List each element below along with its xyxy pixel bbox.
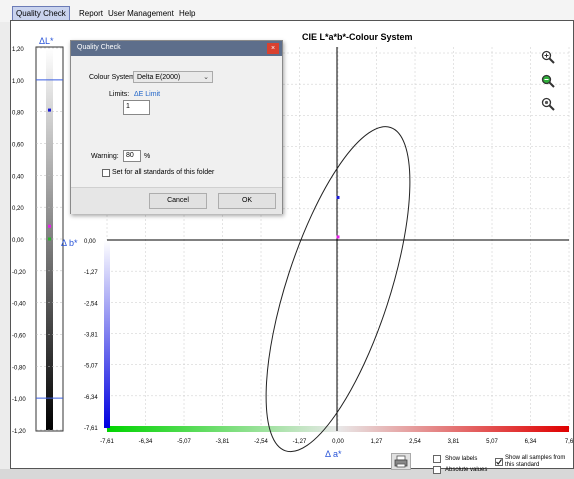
dl-tick-label: 0,40 xyxy=(12,174,24,180)
status-strip xyxy=(0,469,574,479)
set-all-standards-checkbox[interactable] xyxy=(102,169,110,177)
da-axis-label: Δ a* xyxy=(325,449,342,459)
dl-tick-label: 0,80 xyxy=(12,111,24,117)
menu-report[interactable]: Report xyxy=(79,9,104,18)
dl-tick-label: -0,60 xyxy=(12,334,26,340)
dl-tick-label: 0,20 xyxy=(12,206,24,212)
ab-x-tick-label: 2,54 xyxy=(409,439,421,445)
zoom-out-icon[interactable] xyxy=(541,74,555,88)
ab-x-tick-label: 3,81 xyxy=(448,439,460,445)
quality-check-dialog: Quality Check × Colour System Delta E(20… xyxy=(70,40,283,214)
dl-tick-label: -0,80 xyxy=(12,365,26,371)
menu-user-management[interactable]: User Management xyxy=(108,9,174,18)
show-labels-label: Show labels xyxy=(445,456,478,462)
cancel-button[interactable]: Cancel xyxy=(149,193,207,209)
show-labels-checkbox[interactable] xyxy=(433,455,441,463)
absolute-values-label: Absolute values xyxy=(445,467,488,473)
chevron-down-icon: ⌄ xyxy=(203,74,209,81)
a-axis-gradient xyxy=(107,426,569,432)
dl-tick-label: 1,00 xyxy=(12,79,24,85)
ab-y-tick-label: 0,00 xyxy=(84,239,96,245)
print-button[interactable] xyxy=(391,453,411,470)
show-all-samples-label: Show all samples from this standard xyxy=(505,455,566,468)
dialog-titlebar[interactable]: Quality Check × xyxy=(71,41,282,56)
dl-data-point xyxy=(48,224,51,228)
ab-y-tick-label: -7,61 xyxy=(84,426,98,432)
ab-y-tick-label: -3,81 xyxy=(84,333,98,339)
menu-help[interactable]: Help xyxy=(179,9,196,18)
set-all-standards-label: Set for all standards of this folder xyxy=(112,169,215,176)
menu-bar: Quality Check Report User Management Hel… xyxy=(0,0,574,22)
dl-tick-label: 0,00 xyxy=(12,238,24,244)
dl-tick-label: -1,20 xyxy=(12,429,26,435)
ab-x-tick-label: -3,81 xyxy=(216,439,230,445)
zoom-in-icon[interactable] xyxy=(541,50,555,64)
warning-value: 80 xyxy=(126,152,134,159)
ab-x-tick-label: -2,54 xyxy=(254,439,268,445)
warning-unit: % xyxy=(144,153,151,160)
limit-value: 1 xyxy=(126,103,130,110)
ab-x-tick-label: -1,27 xyxy=(293,439,307,445)
close-icon[interactable]: × xyxy=(267,43,279,54)
tolerance-ellipse xyxy=(265,126,411,453)
ab-x-tick-label: 6,34 xyxy=(525,439,537,445)
ab-data-point xyxy=(336,196,340,200)
print-icon xyxy=(394,455,408,468)
ab-y-tick-label: -2,54 xyxy=(84,301,98,307)
ab-data-point xyxy=(336,235,340,239)
dl-axis-label: ΔL* xyxy=(39,36,54,46)
ab-x-tick-label: -6,34 xyxy=(139,439,153,445)
absolute-values-checkbox[interactable] xyxy=(433,466,441,474)
limits-label: Limits: xyxy=(109,91,130,98)
dl-tick-label: -0,40 xyxy=(12,302,26,308)
ab-x-tick-label: -7,61 xyxy=(100,439,114,445)
ab-y-tick-label: -6,34 xyxy=(84,395,98,401)
show-all-samples-checkbox[interactable] xyxy=(495,458,503,466)
ab-x-tick-label: 7,6 xyxy=(565,439,574,445)
dl-tick-label: -1,00 xyxy=(12,397,26,403)
ab-x-tick-label: 5,07 xyxy=(486,439,498,445)
ok-button[interactable]: OK xyxy=(218,193,276,209)
zoom-reset-icon[interactable] xyxy=(541,97,555,111)
colour-system-value: Delta E(2000) xyxy=(137,74,181,81)
warning-label: Warning: xyxy=(91,153,119,160)
db-axis-label: Δ b* xyxy=(61,238,78,248)
ab-x-tick-label: -5,07 xyxy=(177,439,191,445)
ab-y-tick-label: -1,27 xyxy=(84,270,98,276)
dialog-footer: Cancel OK xyxy=(71,187,282,214)
ab-x-tick-label: 1,27 xyxy=(371,439,383,445)
dialog-title: Quality Check xyxy=(77,44,121,51)
delta-e-limit-link[interactable]: ΔE Limit xyxy=(134,91,161,98)
dl-data-point xyxy=(48,108,51,112)
ab-x-tick-label: 0,00 xyxy=(332,439,344,445)
main-chart-title: CIE L*a*b*-Colour System xyxy=(302,32,413,42)
colour-system-label: Colour System xyxy=(89,74,135,81)
dl-tick-label: 1,20 xyxy=(12,47,24,53)
dl-tick-label: 0,60 xyxy=(12,143,24,149)
warning-input[interactable]: 80 xyxy=(123,150,141,162)
checkmark-icon xyxy=(496,459,502,465)
limit-input[interactable]: 1 xyxy=(123,100,150,115)
b-axis-gradient xyxy=(104,240,110,428)
dl-tick-label: -0,20 xyxy=(12,270,26,276)
colour-system-select[interactable]: Delta E(2000) ⌄ xyxy=(133,71,213,83)
ab-y-tick-label: -5,07 xyxy=(84,364,98,370)
dl-data-point xyxy=(48,237,51,241)
